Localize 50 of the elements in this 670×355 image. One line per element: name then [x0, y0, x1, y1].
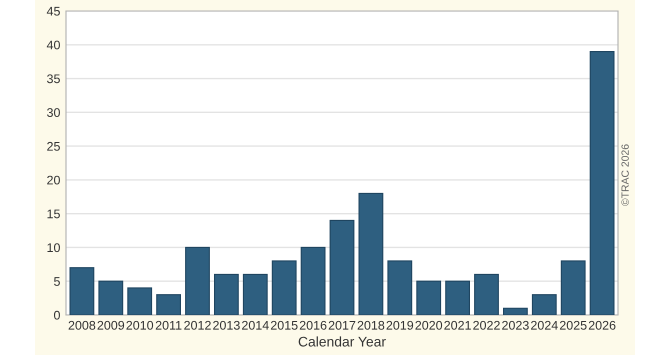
x-tick-label: 2025	[560, 320, 587, 330]
y-tick-label: 0	[54, 310, 60, 320]
x-tick-label: 2018	[358, 320, 384, 330]
y-tick-label: 5	[54, 277, 60, 286]
x-tick-label: 2021	[444, 320, 471, 330]
x-tick-label: 2024	[531, 320, 558, 330]
y-tick-label: 30	[47, 108, 60, 117]
bar	[560, 260, 586, 315]
bar	[445, 280, 470, 315]
x-tick-label: 2020	[415, 320, 442, 330]
x-tick-label: 2014	[242, 320, 269, 330]
bar	[358, 192, 384, 315]
bar	[474, 274, 499, 315]
x-tick-label: 2016	[300, 320, 326, 330]
x-tick-label: 2023	[502, 320, 529, 330]
x-tick-label: 2017	[328, 320, 356, 330]
bar	[300, 246, 326, 315]
bar	[330, 220, 354, 315]
x-tick-label: 2011	[156, 320, 182, 330]
bar	[532, 294, 557, 315]
y-tick-label: 20	[47, 176, 60, 185]
x-tick-label: 2019	[386, 320, 414, 330]
bar	[590, 50, 615, 315]
bar	[387, 260, 412, 315]
bar	[156, 294, 181, 315]
x-tick-label: 2012	[184, 320, 211, 330]
bar	[416, 280, 442, 315]
y-tick-label: 25	[47, 142, 60, 151]
x-tick-label: 2008	[68, 320, 96, 330]
y-tick-label: 45	[46, 6, 60, 16]
x-tick-label: 2010	[126, 320, 154, 330]
y-tick-label: 10	[47, 243, 60, 252]
y-tick-label: 40	[46, 40, 60, 50]
bar	[503, 308, 528, 315]
bar	[69, 267, 94, 315]
bar	[127, 287, 152, 315]
x-tick-label: 2013	[213, 320, 240, 330]
bar	[214, 274, 239, 315]
bar	[185, 246, 210, 315]
x-tick-label: 2015	[270, 320, 298, 330]
bar	[242, 274, 268, 315]
x-tick-label: 2026	[588, 320, 616, 330]
y-tick-label: 15	[47, 210, 60, 218]
bar	[98, 280, 124, 315]
x-axis-title: Calendar Year	[298, 336, 386, 347]
x-tick-label: 2009	[98, 320, 124, 330]
x-tick-label: 2022	[473, 320, 500, 330]
bar	[272, 260, 297, 315]
text: ©TRAC 2026	[621, 144, 629, 206]
y-tick-label: 35	[47, 74, 60, 84]
